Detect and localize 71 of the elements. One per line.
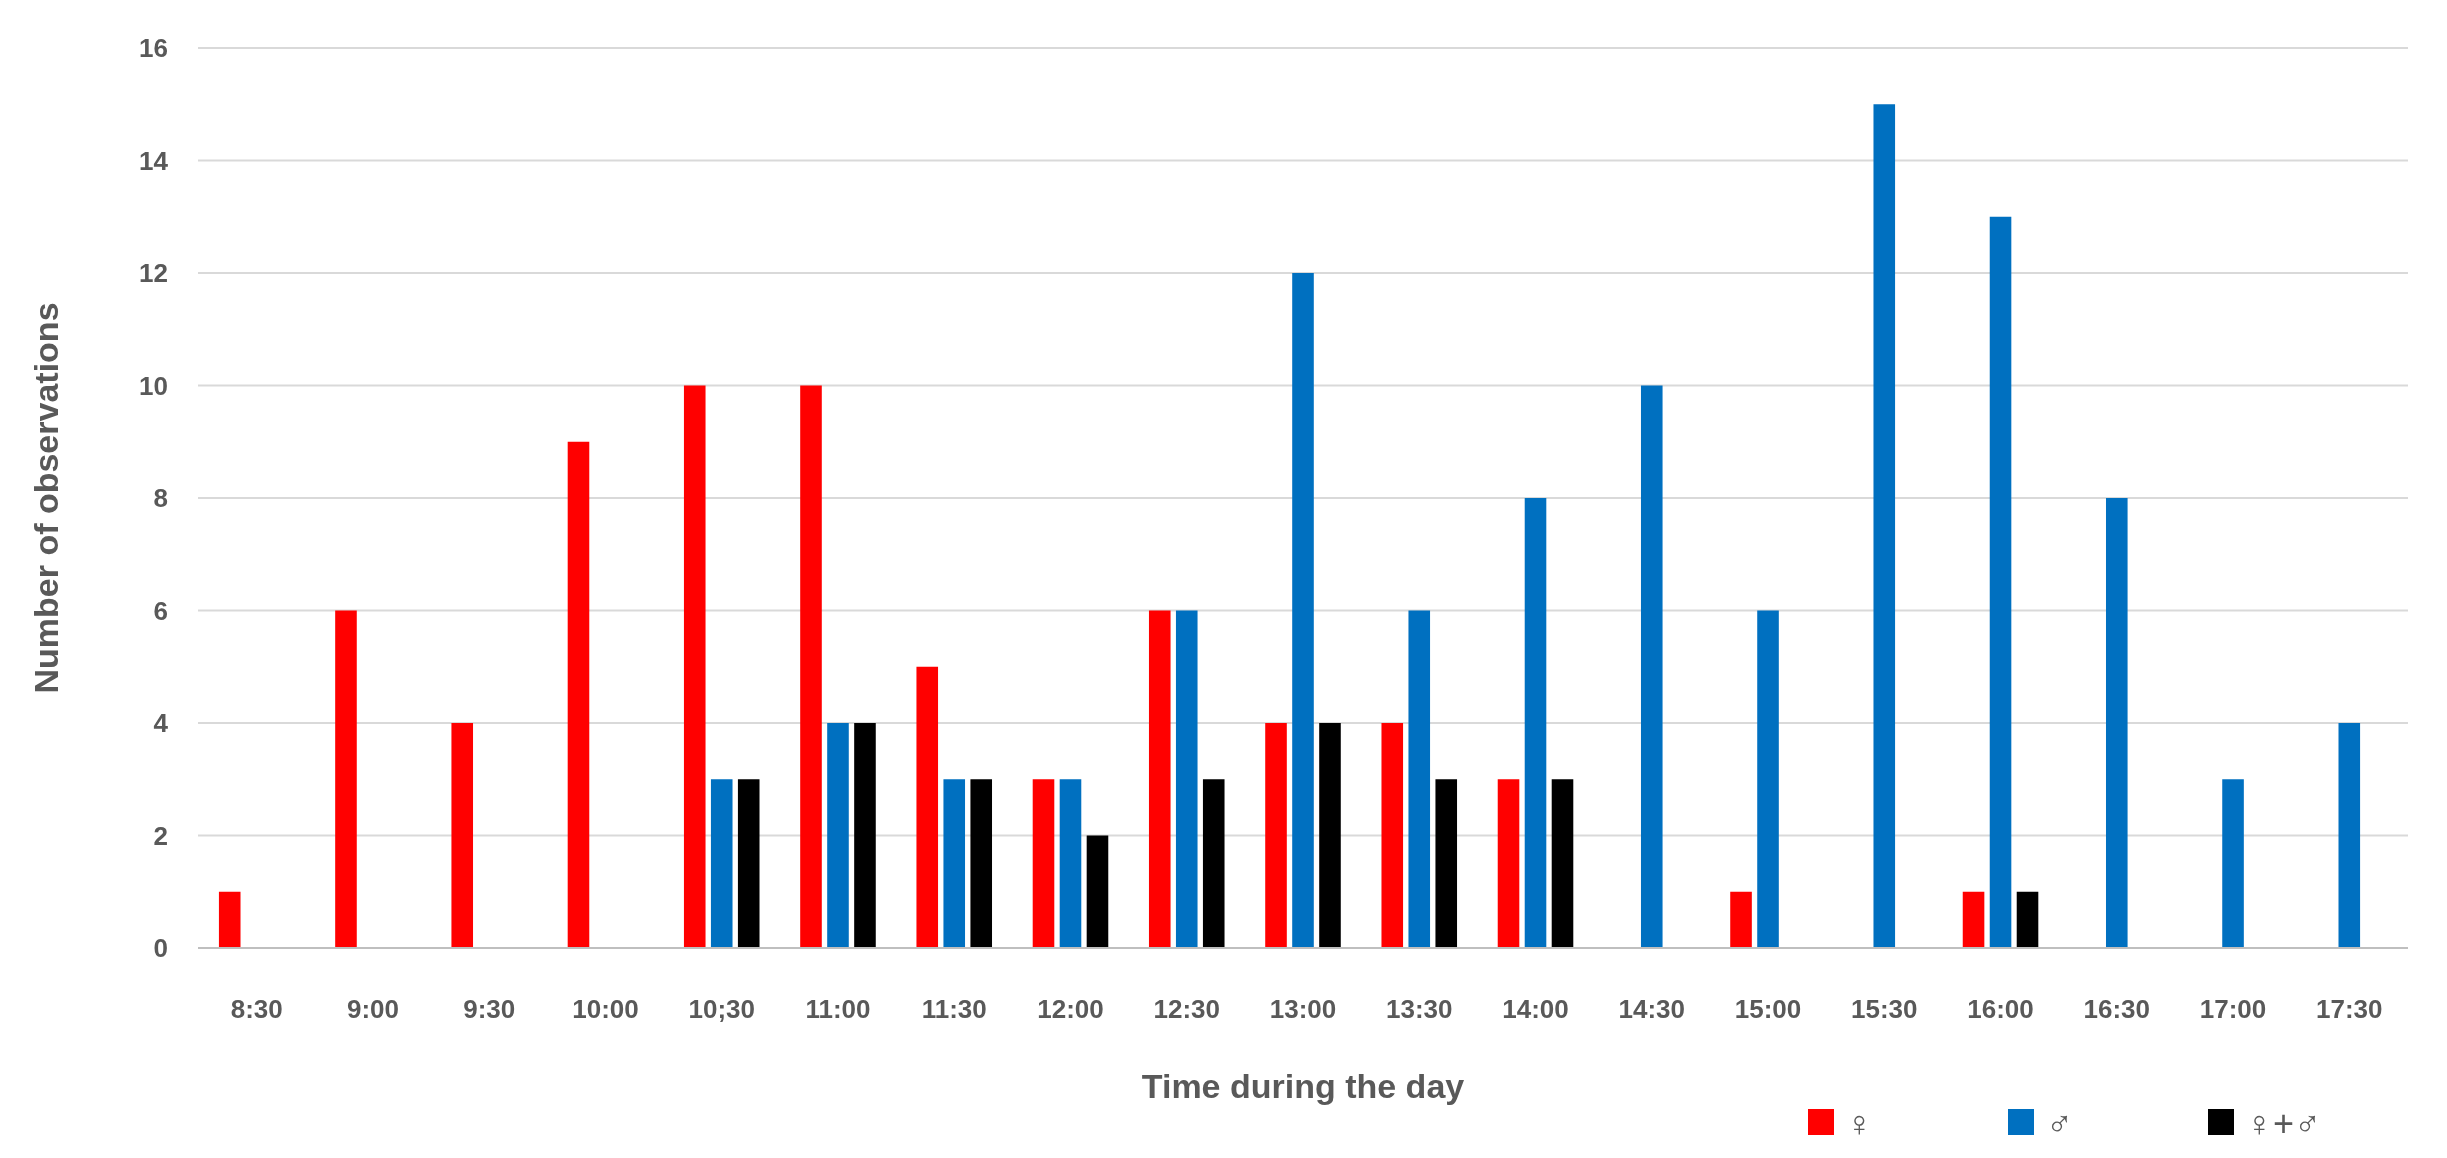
bar: [683, 385, 706, 948]
bar: [1292, 273, 1314, 948]
x-tick-label: 16:00: [1967, 994, 2034, 1024]
bar: [1408, 610, 1431, 948]
x-tick-label: 15:00: [1734, 994, 1802, 1024]
bar: [1989, 216, 2012, 948]
x-tick-label: 13:00: [1269, 994, 1337, 1024]
bar: [451, 723, 474, 948]
bar: [218, 891, 241, 948]
bar: [1381, 723, 1404, 948]
bar: [943, 779, 966, 948]
y-tick-label: 4: [153, 708, 169, 739]
bar: [2338, 723, 2361, 948]
x-tick-label: 8:30: [230, 994, 283, 1024]
x-tick-label: 14:00: [1502, 994, 1569, 1024]
y-tick-label: 12: [139, 258, 168, 289]
x-tick-label: 12:30: [1153, 994, 1220, 1024]
bar: [1962, 891, 1985, 948]
bar: [1730, 891, 1752, 948]
x-tick-label: 13:30: [1386, 994, 1453, 1024]
bar: [567, 441, 590, 948]
x-tick-label: 10;30: [688, 994, 755, 1024]
bar: [1497, 779, 1520, 948]
x-tick-label: 9:30: [463, 994, 516, 1024]
bar: [1148, 610, 1171, 948]
x-tick-label: 12:00: [1037, 994, 1104, 1024]
x-tick-label: 9:00: [346, 994, 399, 1024]
bar: [2016, 891, 2039, 948]
legend-label: ♂: [2046, 1102, 2073, 1144]
bar: [970, 779, 993, 948]
bar: [2222, 779, 2244, 948]
x-axis-title: Time during the day: [1141, 1067, 1465, 1105]
bar: [1873, 104, 1896, 948]
y-tick-label: 2: [153, 820, 168, 851]
bar: [800, 385, 822, 948]
bar: [1059, 779, 1082, 948]
bar: [916, 666, 939, 948]
y-tick-label: 14: [139, 145, 169, 176]
x-tick-label: 11:30: [921, 994, 987, 1024]
bar: [737, 779, 760, 948]
x-tick-label: 11:00: [805, 994, 871, 1024]
x-tick-label: 16:30: [2083, 994, 2151, 1024]
bar: [1551, 779, 1574, 948]
bar: [2105, 498, 2128, 948]
y-axis-title: Number of observations: [27, 302, 65, 694]
bar: [1319, 723, 1341, 948]
bar: [335, 610, 357, 948]
bar: [1524, 498, 1547, 948]
bar: [710, 779, 733, 948]
x-tick-label: 17:00: [2199, 994, 2267, 1024]
x-tick-label: 17:30: [2316, 994, 2383, 1024]
bar: [1435, 779, 1458, 948]
y-tick-label: 16: [139, 33, 168, 64]
legend-label: ♀: [1846, 1102, 1873, 1144]
bar: [1175, 610, 1198, 948]
legend-label: ♀+♂: [2246, 1102, 2322, 1144]
y-tick-label: 6: [153, 595, 168, 626]
bar: [854, 723, 876, 948]
bar: [1265, 723, 1287, 948]
y-tick-label: 10: [139, 370, 168, 401]
x-tick-label: 14:30: [1618, 994, 1686, 1024]
bar: [1032, 779, 1055, 948]
x-tick-label: 15:30: [1851, 994, 1918, 1024]
bar: [1757, 610, 1779, 948]
bar: [1202, 779, 1225, 948]
y-tick-label: 8: [153, 483, 168, 514]
bar: [827, 723, 849, 948]
y-tick-label: 0: [153, 933, 168, 964]
x-tick-label: 10:00: [572, 994, 639, 1024]
bar: [1640, 385, 1663, 948]
bar: [1086, 835, 1109, 948]
